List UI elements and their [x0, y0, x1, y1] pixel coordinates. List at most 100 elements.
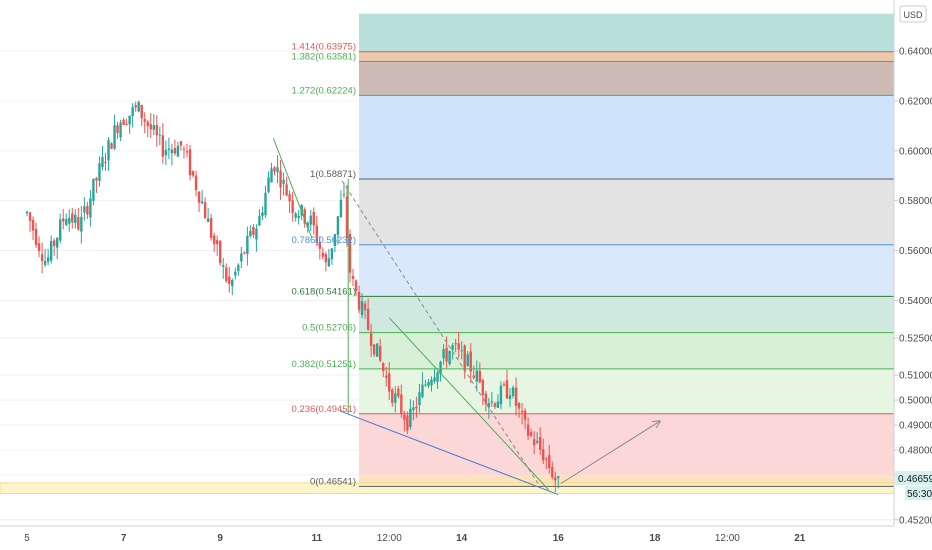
- candle-body: [212, 235, 216, 245]
- trendline-projected-move[interactable]: [560, 421, 660, 485]
- candle-body: [131, 107, 134, 117]
- fib-label-1.414: 1.414(0.63975): [292, 42, 356, 53]
- candle-body: [490, 401, 494, 403]
- candle-body: [372, 344, 376, 355]
- candle-body: [225, 267, 228, 281]
- support-highlight-zone: [0, 482, 895, 494]
- candle-body: [466, 354, 469, 366]
- candle-body: [439, 361, 442, 375]
- candle-body: [342, 194, 346, 196]
- candle-body: [557, 476, 560, 479]
- candle-body: [409, 408, 412, 428]
- candle-body: [170, 149, 174, 154]
- time-tick-label: 14: [456, 533, 468, 544]
- candle-body: [252, 226, 255, 235]
- candle-body: [472, 375, 475, 378]
- candle-body: [427, 381, 430, 386]
- candle-body: [89, 198, 92, 218]
- time-tick-labels: 5 7 9 11 12:00 14 16 18 12:00 21: [24, 533, 806, 544]
- candle-body: [318, 241, 322, 249]
- fib-zone-4: [359, 178, 894, 245]
- last-price-badge: 0.46659: [895, 471, 932, 485]
- candle-body: [92, 178, 95, 201]
- candle-body: [288, 194, 291, 202]
- candle-body: [270, 168, 273, 183]
- candle-body: [351, 275, 355, 279]
- candle-body: [240, 253, 243, 262]
- candle-body: [357, 291, 361, 311]
- candle-body: [354, 280, 358, 291]
- candle-body: [418, 392, 421, 406]
- candle-body: [98, 163, 101, 181]
- candle-body: [68, 218, 71, 224]
- candle-body: [62, 218, 65, 222]
- candle-body: [155, 125, 159, 136]
- candle-body: [469, 351, 472, 372]
- price-tick-label: 0.56000: [899, 246, 932, 257]
- candle-body: [80, 216, 83, 232]
- candle-body: [34, 228, 38, 245]
- time-tick-label: 12:00: [377, 533, 402, 544]
- trendline-early-trend[interactable]: [272, 138, 313, 239]
- plot-area[interactable]: 1.414(0.63975)1.382(0.63581) 1.272(0.6222…: [0, 13, 895, 521]
- candle-body: [258, 215, 261, 226]
- candle-body: [43, 260, 47, 265]
- fib-label-0.382: 0.382(0.51251): [292, 359, 356, 370]
- time-axis[interactable]: 5 7 9 11 12:00 14 16 18 12:00 21: [0, 525, 932, 550]
- candle-body: [25, 211, 29, 214]
- candle-body: [246, 235, 249, 255]
- candle-body: [454, 343, 457, 345]
- candle-body: [122, 119, 125, 126]
- candle-body: [433, 377, 436, 382]
- candle-body: [55, 237, 59, 248]
- time-tick-label: 12:00: [715, 533, 740, 544]
- candle-body: [382, 363, 385, 372]
- trendline-upper-wedge[interactable]: [388, 317, 550, 491]
- candle-body: [397, 388, 400, 397]
- time-tick-label: 21: [794, 533, 806, 544]
- candle-body: [107, 140, 110, 161]
- candle-body: [152, 125, 155, 130]
- price-tick-label: 0.50000: [899, 396, 932, 407]
- fib-zones: [359, 13, 894, 487]
- candle-body: [59, 219, 62, 241]
- candle-body: [40, 254, 44, 262]
- trendlines[interactable]: [272, 138, 660, 496]
- price-tick-label: 0.64000: [899, 47, 932, 58]
- candle-body: [424, 384, 427, 386]
- currency-label: USD: [903, 10, 923, 20]
- candle-body: [83, 206, 86, 213]
- candle-body: [134, 105, 137, 108]
- fib-zone-0: [359, 13, 894, 52]
- price-tick-label: 0.52500: [899, 333, 932, 344]
- fib-labels: 1.414(0.63975)1.382(0.63581) 1.272(0.6222…: [292, 42, 356, 488]
- candle-body: [487, 403, 491, 408]
- currency-button[interactable]: USD: [899, 5, 927, 23]
- trendline-dashed-projection[interactable]: [341, 180, 540, 486]
- candle-body: [77, 217, 80, 230]
- candle-body: [535, 440, 539, 443]
- candle-body: [231, 279, 234, 287]
- candle-body: [505, 380, 509, 399]
- trendline-lower-wedge[interactable]: [340, 410, 559, 496]
- candle-body: [52, 240, 56, 247]
- fib-label-0.236: 0.236(0.49451): [292, 404, 356, 415]
- fib-label-1.272: 1.272(0.62224): [292, 85, 356, 96]
- candle-body: [360, 300, 364, 316]
- price-axis[interactable]: 0.64000 0.62000 0.60000 0.58000 0.56000 0.540…: [893, 0, 932, 526]
- candle-body: [182, 148, 186, 150]
- fib-zone-9: [359, 413, 894, 487]
- fib-zone-1: [359, 51, 894, 62]
- candle-body: [143, 118, 146, 122]
- candle-body: [499, 385, 503, 405]
- candle-body: [161, 135, 165, 157]
- candle-body: [538, 437, 542, 450]
- candle-body: [74, 214, 77, 223]
- candle-body: [282, 179, 285, 185]
- candle-body: [179, 141, 183, 146]
- fib-label-1: 1(0.58871): [310, 169, 356, 180]
- candle-body: [542, 449, 545, 461]
- candle-body: [200, 201, 204, 204]
- candle-body: [369, 333, 373, 346]
